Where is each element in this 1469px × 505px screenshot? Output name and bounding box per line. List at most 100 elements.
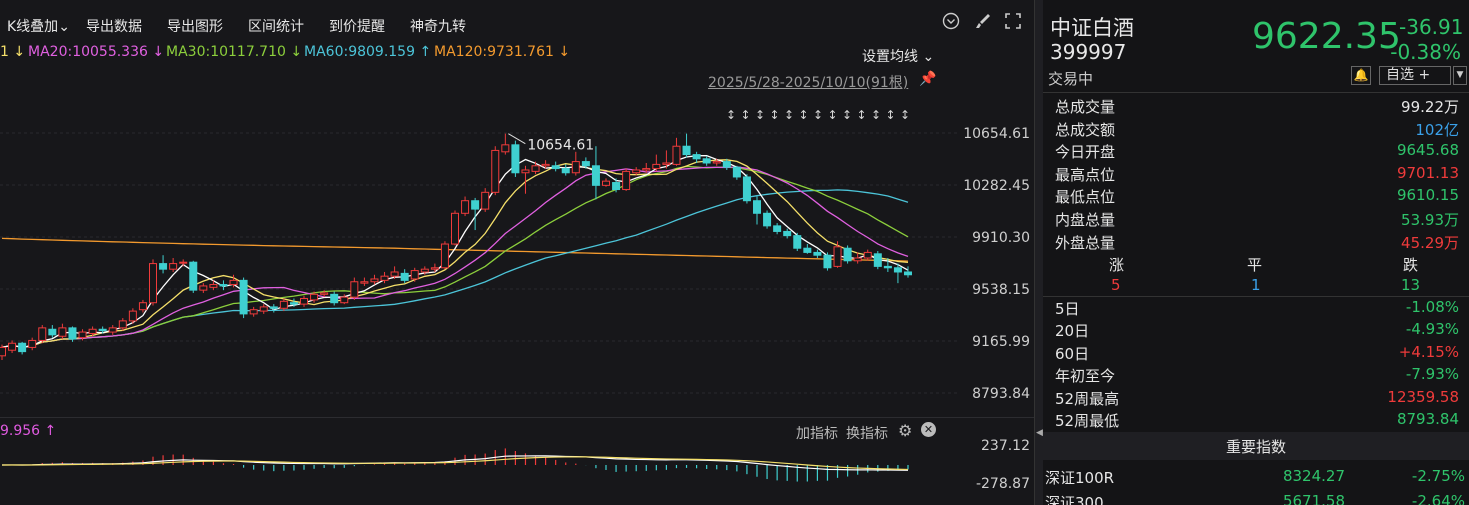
ma5-line <box>1 155 909 349</box>
candle-body <box>602 180 610 186</box>
stat-value: 99.22万 <box>1401 98 1459 116</box>
macd-chart[interactable]: 237.12 -278.87 <box>0 432 1034 502</box>
candle-body <box>0 346 6 357</box>
set-ma-button[interactable]: 设置均线 ⌄ <box>862 46 934 66</box>
export-chart-button[interactable]: 导出图形 <box>167 19 223 35</box>
dif-line <box>1 455 909 471</box>
ma120-label: MA120:9731.761 ↓ <box>434 44 571 60</box>
panel-resize-strip[interactable]: ◀ <box>1034 0 1043 505</box>
candle-body <box>642 168 651 171</box>
magic-nine-button[interactable]: 神奇九转 <box>410 19 466 35</box>
fullscreen-icon[interactable] <box>1002 12 1024 34</box>
performance-value: -4.93% <box>1405 320 1459 339</box>
stat-label: 最高点位 <box>1055 165 1116 184</box>
candle-body <box>310 293 319 301</box>
magic-nine-arrow-icon: ↕ <box>784 108 794 122</box>
stat-label: 外盘总量 <box>1055 233 1116 252</box>
watchlist-dropdown-icon[interactable]: ▼ <box>1453 66 1467 85</box>
candle-body <box>612 182 621 191</box>
candle-body <box>219 284 228 287</box>
close-icon[interactable]: ✕ <box>921 422 936 437</box>
sub-axis-top: 237.12 <box>981 438 1030 454</box>
magic-nine-arrow-icon: ↕ <box>842 108 852 122</box>
gear-icon[interactable]: ⚙ <box>898 421 913 440</box>
pin-icon[interactable]: 📌 <box>919 71 937 87</box>
important-index-row[interactable]: 深证300 5671.58 -2.64% <box>1045 492 1465 505</box>
divider <box>1043 92 1469 93</box>
stat-value: 9610.15 <box>1396 186 1459 205</box>
candle-body <box>108 327 117 333</box>
date-range-label[interactable]: 2025/5/28-2025/10/10(91根) <box>708 75 909 91</box>
candle-body <box>68 327 77 340</box>
kline-chart-pane: K线叠加⌄ 导出数据 导出图形 区间统计 到价提醒 神奇九转 1 ↓ MA20:… <box>0 12 1034 502</box>
price-alert-button[interactable]: 到价提醒 <box>329 19 385 35</box>
magic-nine-arrow-icon: ↕ <box>871 108 881 122</box>
stat-row: 最低点位 9610.15 <box>1055 186 1459 208</box>
candle-body <box>481 191 490 210</box>
brush-icon[interactable] <box>972 12 994 34</box>
candle-body <box>48 328 57 336</box>
candle-body <box>340 296 349 304</box>
range-stats-button[interactable]: 区间统计 <box>248 19 304 35</box>
performance-label: 52周最低 <box>1055 412 1120 430</box>
stat-label: 总成交量 <box>1055 98 1116 116</box>
candle-body <box>269 306 278 309</box>
performance-row: 52周最高 12359.58 <box>1055 388 1459 410</box>
candlestick-chart[interactable]: 10654.61 10282.45 9910.30 9538.15 9165.99 879… <box>0 95 1034 417</box>
candle-body <box>501 144 510 153</box>
candle-body <box>199 285 208 291</box>
candle-body <box>692 154 701 160</box>
candle-body <box>88 328 97 334</box>
ma10-line <box>1 159 909 349</box>
bell-icon[interactable]: 🔔 <box>1351 66 1371 85</box>
performance-row: 52周最低 8793.84 <box>1055 410 1459 432</box>
y-tick-label: 9165.99 <box>972 334 1030 350</box>
candle-body <box>350 281 359 298</box>
kline-overlay-button[interactable]: K线叠加⌄ <box>7 16 70 36</box>
candle-body <box>491 149 500 193</box>
swap-indicator-button[interactable]: 换指标 <box>846 426 888 442</box>
candle-body <box>783 230 792 237</box>
breadth-flat-count: 1 <box>1251 276 1261 294</box>
magic-nine-arrow-icon: ↕ <box>827 108 837 122</box>
ma120-line <box>1 237 909 262</box>
performance-row: 年初至今 -7.93% <box>1055 365 1459 387</box>
breadth-down-count: 13 <box>1401 276 1421 294</box>
magic-nine-arrow-icon: ↕ <box>856 108 866 122</box>
candle-body <box>662 162 671 165</box>
dea-line <box>1 456 909 471</box>
candle-body <box>471 200 480 210</box>
performance-label: 20日 <box>1055 322 1090 341</box>
stat-value: 45.29万 <box>1401 233 1459 252</box>
important-index-price: 5671.58 <box>1282 492 1345 505</box>
candle-body <box>78 331 87 339</box>
index-change: -36.91 <box>1399 15 1464 39</box>
high-annotation-line <box>508 133 526 145</box>
index-price: 9622.35 <box>1252 16 1401 57</box>
breadth-flat-label: 平 <box>1247 256 1263 274</box>
stat-row: 今日开盘 9645.68 <box>1055 141 1459 163</box>
export-data-button[interactable]: 导出数据 <box>86 19 142 35</box>
performance-value: 12359.58 <box>1387 387 1459 406</box>
performance-value: +4.15% <box>1398 342 1459 361</box>
add-indicator-button[interactable]: 加指标 <box>796 426 838 442</box>
candle-body <box>440 243 449 269</box>
y-tick-label: 9538.15 <box>972 282 1030 298</box>
stat-label: 总成交额 <box>1055 120 1116 139</box>
index-change-pct: -0.38% <box>1390 40 1461 64</box>
magic-nine-arrow-icon: ↕ <box>813 108 823 122</box>
magic-nine-arrow-icon: ↕ <box>755 108 765 122</box>
candle-body <box>551 165 560 170</box>
arrow-left-icon: ◀ <box>1036 428 1043 438</box>
collapse-icon[interactable] <box>940 12 962 34</box>
candle-body <box>138 302 147 311</box>
ma-legend: 1 ↓ MA20:10055.336 ↓ MA30:10117.710 ↓ MA… <box>0 44 860 64</box>
ma60-label: MA60:9809.159 ↑ <box>304 44 432 60</box>
important-index-row[interactable]: 深证100R 8324.27 -2.75% <box>1045 467 1465 489</box>
watchlist-add-button[interactable]: 自选 + <box>1379 66 1451 85</box>
performance-row: 60日 +4.15% <box>1055 343 1459 365</box>
stat-value: 53.93万 <box>1401 211 1459 229</box>
stat-value: 9701.13 <box>1396 163 1459 182</box>
candle-body <box>652 163 661 170</box>
